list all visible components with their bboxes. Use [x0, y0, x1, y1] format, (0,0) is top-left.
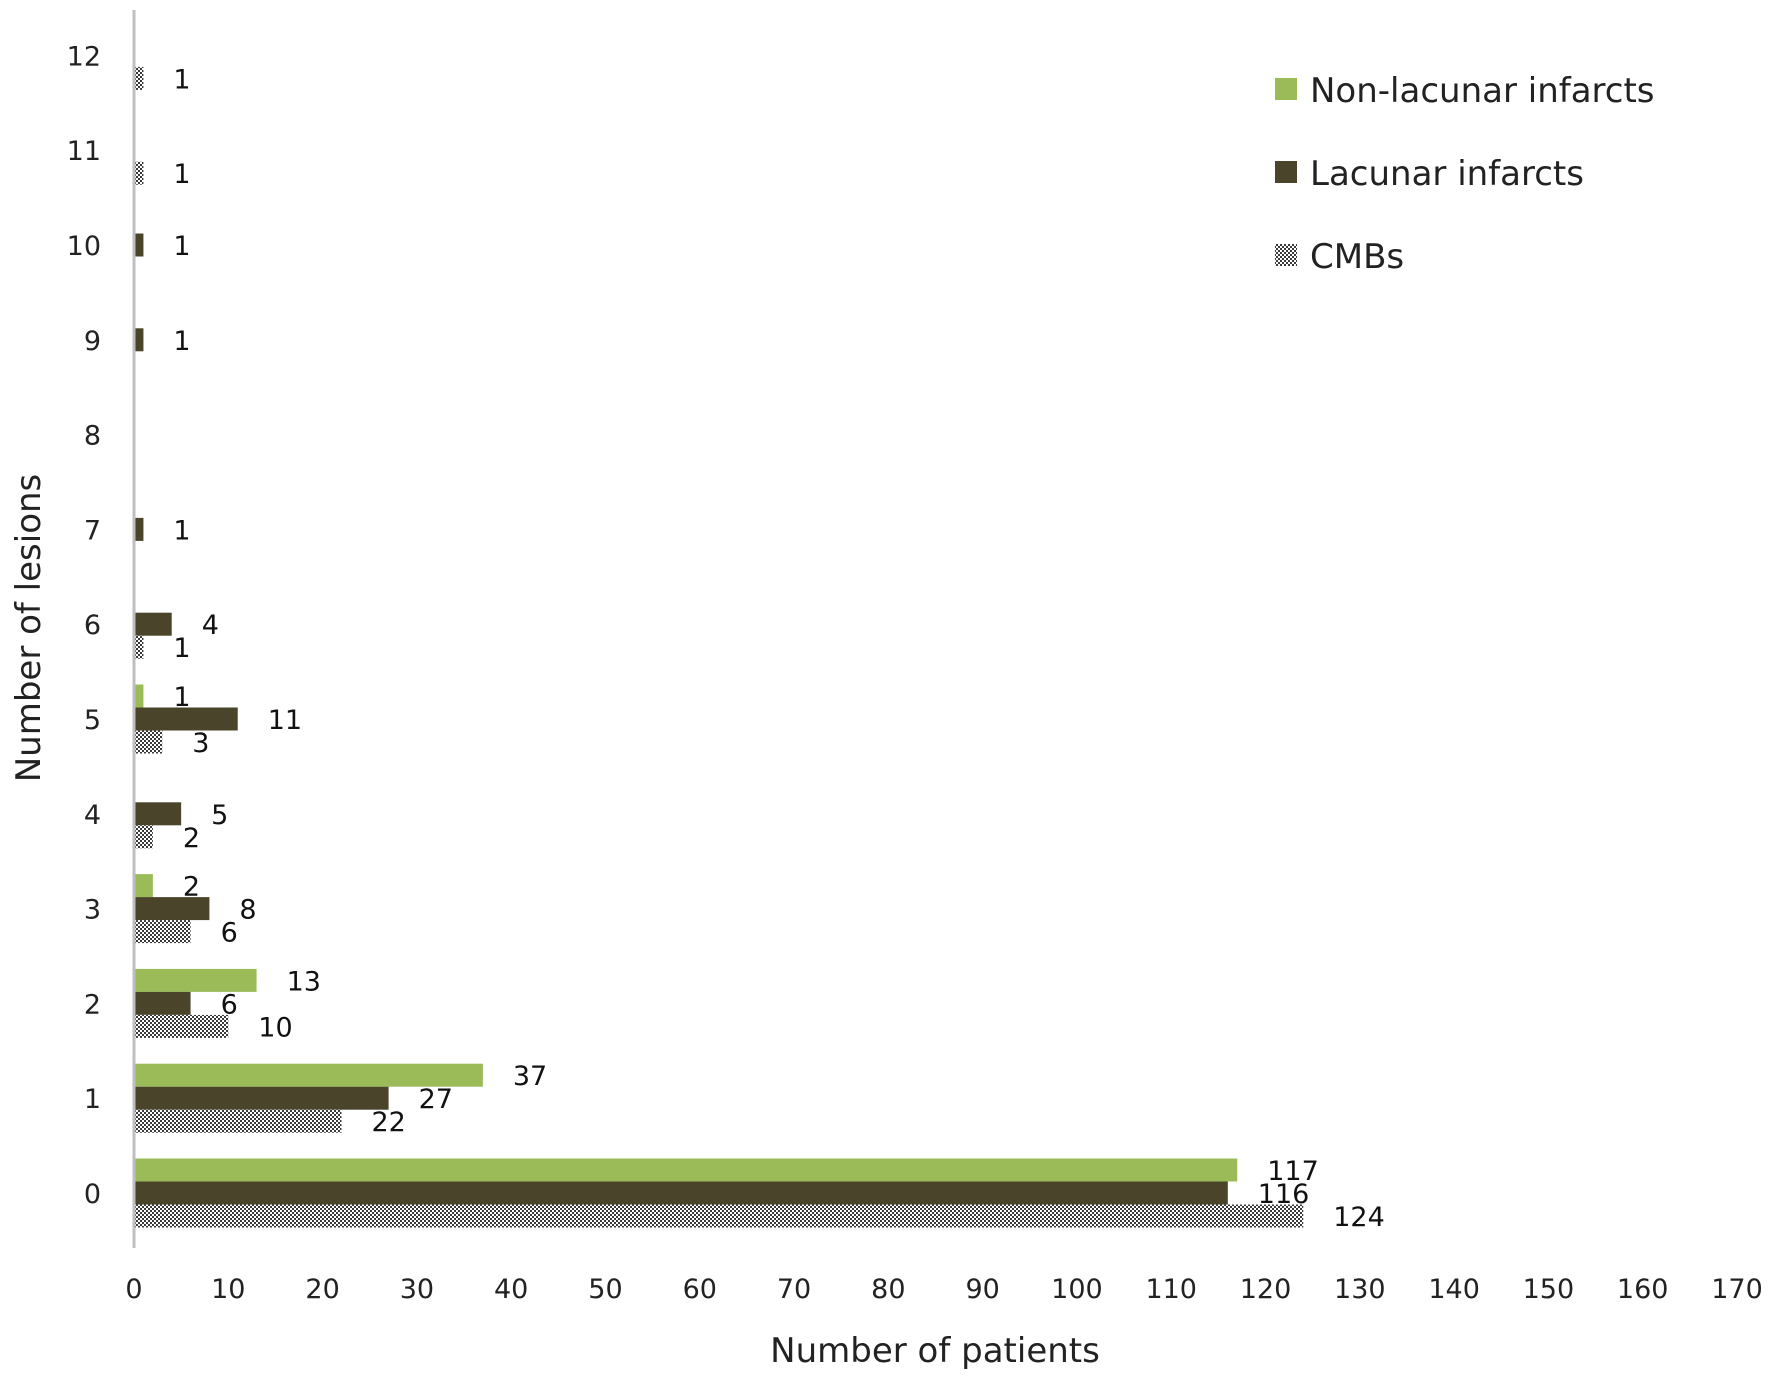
- bar-lacunar-infarcts-1: [134, 1086, 389, 1110]
- y-tick-label: 2: [84, 989, 101, 1020]
- y-tick-label: 8: [84, 421, 101, 452]
- data-label: 4: [202, 610, 219, 641]
- x-tick-label: 70: [777, 1274, 811, 1305]
- data-label: 13: [287, 966, 321, 997]
- data-label: 116: [1258, 1179, 1310, 1210]
- bar-cmbs-12: [134, 66, 144, 90]
- data-label: 117: [1267, 1156, 1319, 1187]
- bar-lacunar-infarcts-2: [134, 991, 191, 1015]
- x-tick-label: 140: [1428, 1274, 1480, 1305]
- x-tick-label: 40: [494, 1274, 528, 1305]
- bar-lacunar-infarcts-5: [134, 707, 238, 731]
- data-label: 1: [173, 64, 190, 95]
- data-label: 1: [173, 326, 190, 357]
- data-label: 10: [258, 1012, 292, 1043]
- x-tick-label: 150: [1523, 1274, 1575, 1305]
- x-tick-label: 50: [588, 1274, 622, 1305]
- bar-lacunar-infarcts-0: [134, 1181, 1228, 1205]
- bar-cmbs-6: [134, 635, 144, 659]
- bar-cmbs-3: [134, 920, 191, 944]
- bar-lacunar-infarcts-7: [134, 517, 144, 541]
- bar-lacunar-infarcts-3: [134, 897, 210, 921]
- bar-lacunar-infarcts-4: [134, 802, 182, 826]
- y-tick-label: 7: [84, 515, 101, 546]
- data-label: 2: [183, 872, 200, 903]
- x-tick-label: 60: [683, 1274, 717, 1305]
- y-tick-label: 12: [67, 41, 101, 72]
- bar-non-lacunar-infarcts-1: [134, 1063, 483, 1087]
- y-tick-label: 5: [84, 705, 101, 736]
- data-label: 1: [173, 633, 190, 664]
- x-tick-label: 110: [1145, 1274, 1197, 1305]
- y-axis-title: Number of lesions: [9, 474, 49, 783]
- y-tick-label: 10: [67, 231, 101, 262]
- x-tick-label: 20: [305, 1274, 339, 1305]
- bars-layer: [134, 66, 1304, 1228]
- x-tick-label: 90: [965, 1274, 999, 1305]
- data-label: 6: [221, 989, 238, 1020]
- x-tick-labels: 0 10 20 30 40 50 60 70 80 90 100 110 120 130 140 150 160…: [125, 1274, 1762, 1305]
- bar-non-lacunar-infarcts-0: [134, 1158, 1238, 1182]
- x-axis-title: Number of patients: [770, 1331, 1100, 1371]
- data-label: 2: [183, 823, 200, 854]
- data-label: 5: [211, 800, 228, 831]
- data-label: 8: [239, 895, 256, 926]
- x-tick-label: 130: [1334, 1274, 1386, 1305]
- data-label: 37: [513, 1061, 547, 1092]
- bar-cmbs-11: [134, 161, 144, 185]
- data-label: 11: [268, 705, 302, 736]
- x-tick-label: 170: [1711, 1274, 1763, 1305]
- data-label: 6: [221, 918, 238, 949]
- legend-label: Lacunar infarcts: [1310, 154, 1584, 194]
- legend-swatch: [1275, 244, 1297, 266]
- data-label: 1: [173, 515, 190, 546]
- legend-label: Non-lacunar infarcts: [1310, 71, 1655, 111]
- legend: Non-lacunar infarcts Lacunar infarcts CMBs: [1275, 71, 1655, 277]
- data-label: 124: [1333, 1202, 1385, 1233]
- x-tick-label: 10: [211, 1274, 245, 1305]
- x-tick-label: 0: [125, 1274, 142, 1305]
- y-tick-label: 6: [84, 610, 101, 641]
- data-label: 27: [419, 1084, 453, 1115]
- bar-non-lacunar-infarcts-5: [134, 684, 144, 708]
- data-label: 1: [173, 159, 190, 190]
- y-tick-label: 3: [84, 895, 101, 926]
- bar-cmbs-4: [134, 825, 153, 849]
- y-tick-label: 4: [84, 800, 101, 831]
- bar-lacunar-infarcts-9: [134, 328, 144, 352]
- bar-non-lacunar-infarcts-2: [134, 968, 257, 992]
- bar-cmbs-2: [134, 1014, 229, 1038]
- bar-lacunar-infarcts-10: [134, 233, 144, 257]
- x-tick-label: 120: [1240, 1274, 1292, 1305]
- bar-cmbs-1: [134, 1109, 342, 1133]
- x-tick-label: 160: [1617, 1274, 1669, 1305]
- x-tick-label: 100: [1051, 1274, 1103, 1305]
- data-label: 3: [192, 728, 209, 759]
- bar-lacunar-infarcts-6: [134, 612, 172, 636]
- bar-cmbs-0: [134, 1204, 1304, 1228]
- bar-cmbs-5: [134, 730, 163, 754]
- data-label: 22: [371, 1107, 405, 1138]
- x-tick-label: 30: [400, 1274, 434, 1305]
- legend-swatch: [1275, 78, 1297, 100]
- y-tick-label: 11: [67, 136, 101, 167]
- legend-swatch: [1275, 161, 1297, 183]
- y-tick-label: 1: [84, 1084, 101, 1115]
- y-tick-label: 9: [84, 326, 101, 357]
- data-label: 1: [173, 682, 190, 713]
- bar-non-lacunar-infarcts-3: [134, 874, 153, 898]
- legend-label: CMBs: [1310, 237, 1404, 277]
- data-label: 1: [173, 231, 190, 262]
- x-tick-label: 80: [871, 1274, 905, 1305]
- y-tick-label: 0: [84, 1179, 101, 1210]
